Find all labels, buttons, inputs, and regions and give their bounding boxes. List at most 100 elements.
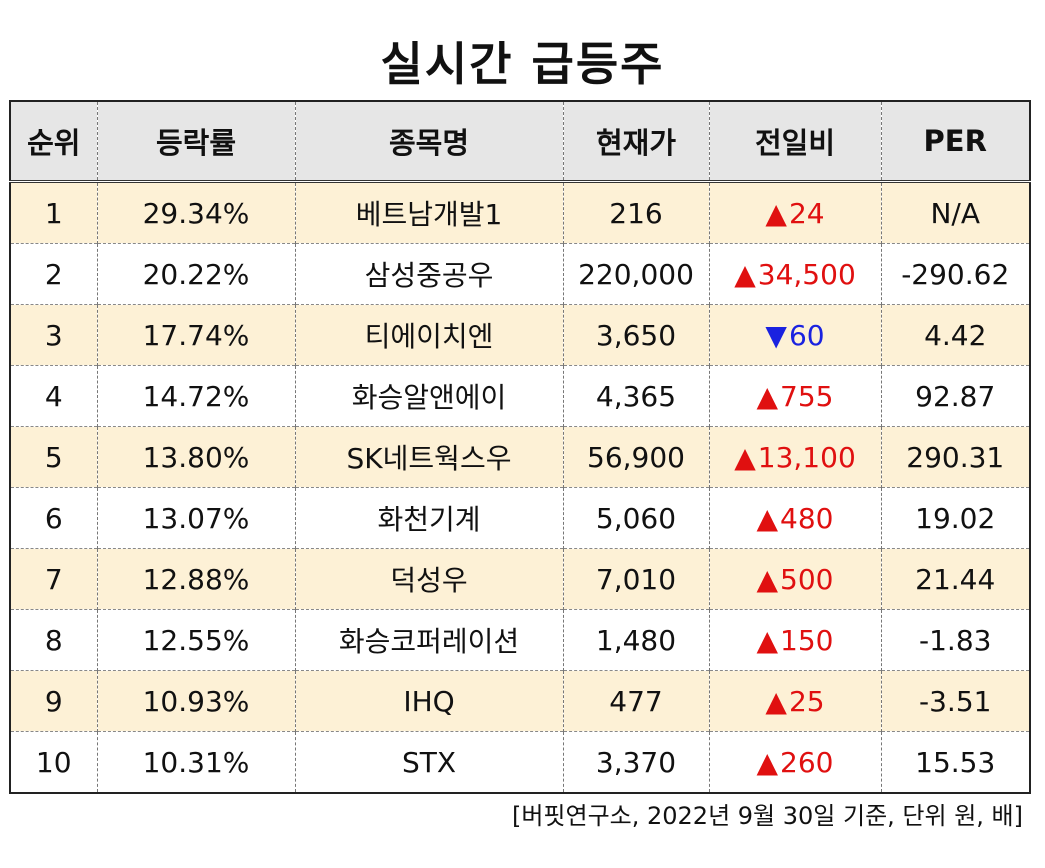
change-value: ▲260 xyxy=(757,746,834,779)
price-cell: 220,000 xyxy=(562,243,709,305)
change-amount: 755 xyxy=(780,379,834,413)
change-amount: 34,500 xyxy=(757,257,856,291)
rank-cell: 1 xyxy=(10,181,97,244)
stock-name-cell: SK네트웍스우 xyxy=(294,426,563,488)
page-title: 실시간 급등주 xyxy=(380,37,665,91)
change-value: ▼60 xyxy=(765,319,824,352)
change-cell: ▲480 xyxy=(708,487,881,549)
change-value: ▲500 xyxy=(757,563,834,596)
up-triangle-icon: ▲ xyxy=(756,379,779,413)
price-cell: 3,650 xyxy=(562,304,709,366)
table-row: 9 10.93% IHQ 477 ▲25 -3.51 xyxy=(10,670,1030,732)
rank-cell: 3 xyxy=(10,304,97,366)
table-row: 7 12.88% 덕성우 7,010 ▲500 21.44 xyxy=(10,548,1030,610)
rank-cell: 6 xyxy=(10,487,97,549)
price-cell: 4,365 xyxy=(562,365,709,427)
change-value: ▲13,100 xyxy=(734,441,856,474)
up-triangle-icon: ▲ xyxy=(756,745,779,779)
change-value: ▲34,500 xyxy=(734,258,856,291)
price-cell: 56,900 xyxy=(562,426,709,488)
price-cell: 1,480 xyxy=(562,609,709,671)
table-row: 10 10.31% STX 3,370 ▲260 15.53 xyxy=(10,731,1030,793)
source-note: [버핏연구소, 2022년 9월 30일 기준, 단위 원, 배] xyxy=(511,802,1023,830)
rank-cell: 5 xyxy=(10,426,97,488)
change-amount: 24 xyxy=(788,196,825,230)
table-row: 1 29.34% 베트남개발1 216 ▲24 N/A xyxy=(10,181,1030,244)
stock-name-cell: 베트남개발1 xyxy=(294,181,563,244)
rank-cell: 9 xyxy=(10,670,97,732)
per-cell: -3.51 xyxy=(880,670,1030,732)
up-triangle-icon: ▲ xyxy=(765,684,787,718)
rate-cell: 10.31% xyxy=(96,731,295,793)
change-value: ▲24 xyxy=(765,197,824,230)
table-row: 4 14.72% 화승알앤에이 4,365 ▲755 92.87 xyxy=(10,365,1030,427)
up-triangle-icon: ▲ xyxy=(756,623,779,657)
rank-cell: 10 xyxy=(10,731,97,793)
stock-name-cell: 삼성중공우 xyxy=(294,243,563,305)
per-cell: 92.87 xyxy=(880,365,1030,427)
change-amount: 150 xyxy=(780,623,834,657)
per-cell: 290.31 xyxy=(880,426,1030,488)
header-rank: 순위 xyxy=(10,101,97,183)
rate-cell: 20.22% xyxy=(96,243,295,305)
per-cell: 21.44 xyxy=(880,548,1030,610)
table-row: 6 13.07% 화천기계 5,060 ▲480 19.02 xyxy=(10,487,1030,549)
rank-cell: 8 xyxy=(10,609,97,671)
stock-name-cell: 화승알앤에이 xyxy=(294,365,563,427)
price-cell: 477 xyxy=(562,670,709,732)
rate-cell: 14.72% xyxy=(96,365,295,427)
change-amount: 13,100 xyxy=(757,440,856,474)
change-cell: ▲13,100 xyxy=(708,426,881,488)
change-amount: 480 xyxy=(780,501,834,535)
per-cell: 4.42 xyxy=(880,304,1030,366)
header-rate: 등락률 xyxy=(96,101,295,183)
change-cell: ▲25 xyxy=(708,670,881,732)
header-price: 현재가 xyxy=(562,101,709,183)
change-cell: ▲755 xyxy=(708,365,881,427)
change-cell: ▼60 xyxy=(708,304,881,366)
table-row: 8 12.55% 화승코퍼레이션 1,480 ▲150 -1.83 xyxy=(10,609,1030,671)
rate-cell: 13.07% xyxy=(96,487,295,549)
change-value: ▲755 xyxy=(757,380,834,413)
per-cell: -1.83 xyxy=(880,609,1030,671)
stock-name-cell: 화천기계 xyxy=(294,487,563,549)
per-cell: 15.53 xyxy=(880,731,1030,793)
change-amount: 60 xyxy=(788,318,825,352)
price-cell: 5,060 xyxy=(562,487,709,549)
change-cell: ▲260 xyxy=(708,731,881,793)
rate-cell: 12.88% xyxy=(96,548,295,610)
header-per: PER xyxy=(880,101,1030,183)
change-cell: ▲24 xyxy=(708,181,881,244)
stock-name-cell: IHQ xyxy=(294,670,563,732)
change-amount: 25 xyxy=(788,684,825,718)
change-amount: 260 xyxy=(780,745,834,779)
change-value: ▲480 xyxy=(757,502,834,535)
change-cell: ▲500 xyxy=(708,548,881,610)
rising-stocks-table: 순위 등락률 종목명 현재가 전일비 PER 1 29.34% 베트남개발1 216 ▲… xyxy=(9,100,1031,794)
rank-cell: 7 xyxy=(10,548,97,610)
per-cell: -290.62 xyxy=(880,243,1030,305)
header-name: 종목명 xyxy=(294,101,563,183)
up-triangle-icon: ▲ xyxy=(756,501,779,535)
rate-cell: 29.34% xyxy=(96,181,295,244)
table-row: 2 20.22% 삼성중공우 220,000 ▲34,500 -290.62 xyxy=(10,243,1030,305)
stock-name-cell: 덕성우 xyxy=(294,548,563,610)
down-triangle-icon: ▼ xyxy=(765,318,787,352)
stock-name-cell: 화승코퍼레이션 xyxy=(294,609,563,671)
rate-cell: 13.80% xyxy=(96,426,295,488)
price-cell: 7,010 xyxy=(562,548,709,610)
price-cell: 216 xyxy=(562,181,709,244)
rank-cell: 2 xyxy=(10,243,97,305)
table-row: 3 17.74% 티에이치엔 3,650 ▼60 4.42 xyxy=(10,304,1030,366)
table-row: 5 13.80% SK네트웍스우 56,900 ▲13,100 290.31 xyxy=(10,426,1030,488)
rate-cell: 17.74% xyxy=(96,304,295,366)
stock-name-cell: 티에이치엔 xyxy=(294,304,563,366)
rank-cell: 4 xyxy=(10,365,97,427)
up-triangle-icon: ▲ xyxy=(734,257,756,291)
per-cell: 19.02 xyxy=(880,487,1030,549)
change-cell: ▲150 xyxy=(708,609,881,671)
rate-cell: 10.93% xyxy=(96,670,295,732)
change-value: ▲25 xyxy=(765,685,824,718)
table-header-row: 순위 등락률 종목명 현재가 전일비 PER xyxy=(10,101,1030,183)
up-triangle-icon: ▲ xyxy=(734,440,756,474)
